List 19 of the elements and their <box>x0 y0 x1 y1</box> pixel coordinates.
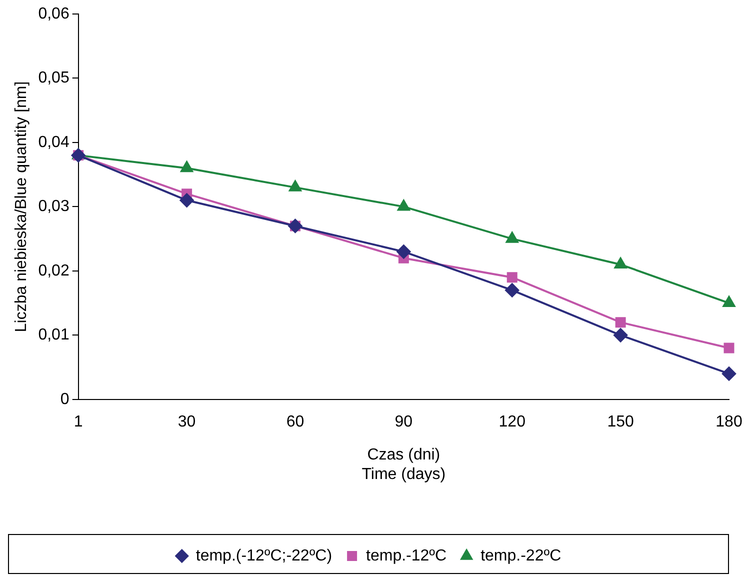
x-axis-title: Czas (dni) Time (days) <box>362 446 446 483</box>
y-tick-label: 0,05 <box>38 70 70 87</box>
legend-label: temp.-12ºC <box>366 547 447 564</box>
x-tick-label: 150 <box>607 413 634 430</box>
y-tick-label: 0,04 <box>38 134 70 151</box>
x-tick-label: 90 <box>394 413 413 430</box>
y-tick-label: 0,02 <box>38 262 70 280</box>
y-tick-label: 0,06 <box>38 5 70 22</box>
y-tick-label: 0 <box>60 390 70 408</box>
legend-label: temp.(-12ºC;-22ºC) <box>196 547 332 564</box>
x-tick-label: 30 <box>178 413 196 430</box>
x-tick-label: 180 <box>716 413 742 430</box>
y-tick-label: 0,01 <box>38 326 70 344</box>
y-axis-title: Liczba niebieska/Blue quantity [nm] <box>13 81 30 332</box>
legend-label: temp.-22ºC <box>480 547 562 564</box>
y-tick-label: 0,03 <box>38 198 70 216</box>
x-tick-label: 60 <box>286 413 304 430</box>
x-tick-label: 120 <box>498 413 526 430</box>
x-tick-label: 1 <box>74 413 83 430</box>
